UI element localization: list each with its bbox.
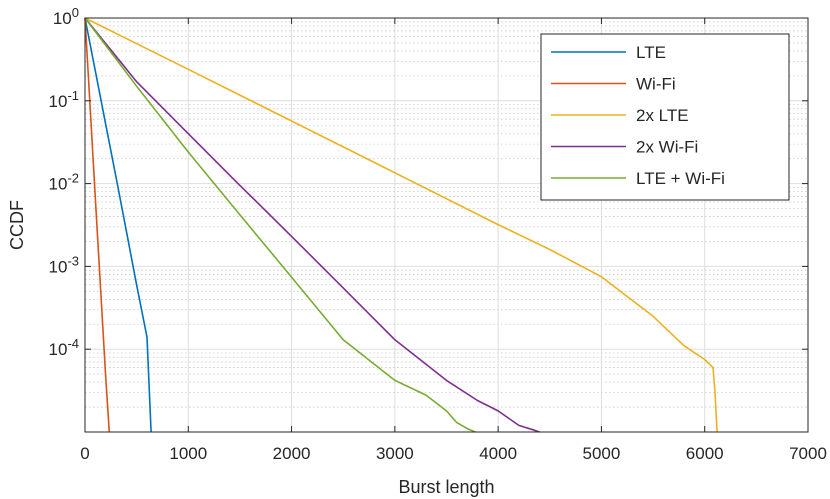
series-line-2x-lte xyxy=(84,17,718,433)
x-tick-label: 0 xyxy=(80,444,89,463)
y-tick-labels: 100 10-1 10-2 10-3 10-4 xyxy=(49,5,79,359)
legend-box xyxy=(540,33,790,201)
legend-label: 2x LTE xyxy=(636,106,689,125)
x-tick-label: 1000 xyxy=(169,444,207,463)
legend-label: LTE xyxy=(636,43,666,62)
series-line-2x-wi-fi xyxy=(84,17,540,433)
y-tick-label: 100 xyxy=(53,5,79,28)
y-tick-label: 10-2 xyxy=(49,171,79,194)
x-tick-label: 2000 xyxy=(273,444,311,463)
y-tick-label: 10-3 xyxy=(49,253,79,276)
x-tick-label: 6000 xyxy=(686,444,724,463)
series-line-wi-fi xyxy=(84,17,111,433)
y-axis-label: CCDF xyxy=(7,200,27,250)
x-tick-label: 3000 xyxy=(376,444,414,463)
x-tick-label: 5000 xyxy=(583,444,621,463)
legend-label: Wi-Fi xyxy=(636,75,676,94)
x-tick-label: 7000 xyxy=(789,444,827,463)
x-tick-label: 4000 xyxy=(479,444,517,463)
minor-grid xyxy=(85,21,808,408)
y-tick-label: 10-4 xyxy=(49,336,79,359)
x-tick-labels: 0 1000 2000 3000 4000 5000 6000 7000 xyxy=(80,444,827,463)
plot-frame xyxy=(84,17,809,433)
series-line-lte-wi-fi xyxy=(84,17,476,433)
series-line-lte xyxy=(84,17,152,433)
y-tick-label: 10-1 xyxy=(49,88,79,111)
legend: LTE Wi-Fi 2x LTE 2x Wi-Fi LTE + Wi-Fi xyxy=(540,33,790,201)
legend-label: LTE + Wi-Fi xyxy=(636,169,725,188)
legend-label: 2x Wi-Fi xyxy=(636,138,698,157)
series-layer xyxy=(84,17,718,433)
axis-ticks xyxy=(84,17,809,432)
x-axis-label: Burst length xyxy=(398,477,494,497)
